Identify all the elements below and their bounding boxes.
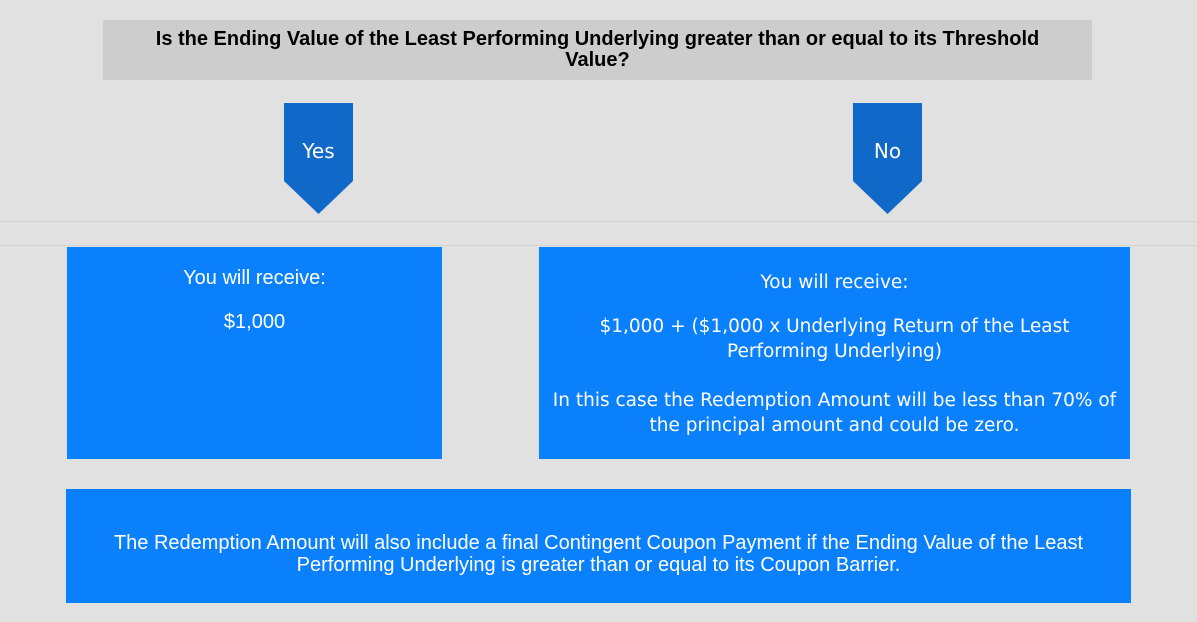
coupon-note-box: The Redemption Amount will also include … [66,489,1131,603]
yes-outcome-amount: $1,000 [223,311,286,333]
no-outcome-heading: You will receive: [760,272,909,293]
no-outcome-formula: $1,000 + ($1,000 x Underlying Return of … [599,316,1070,362]
no-outcome-note: In this case the Redemption Amount will … [552,390,1117,436]
no-arrow-label: No [873,139,902,163]
no-outcome-box: You will receive: $1,000 + ($1,000 x Und… [539,247,1130,459]
no-arrow: No [853,103,922,214]
divider-line-bottom [0,245,1197,246]
coupon-note-text: The Redemption Amount will also include … [113,532,1084,576]
question-box: Is the Ending Value of the Least Perform… [103,20,1092,80]
yes-outcome-box: You will receive: $1,000 [67,247,442,459]
question-text: Is the Ending Value of the Least Perform… [155,28,1040,71]
yes-outcome-heading: You will receive: [183,267,326,289]
yes-arrow-label: Yes [302,139,335,163]
yes-arrow: Yes [284,103,353,214]
divider-line-top [0,221,1197,222]
